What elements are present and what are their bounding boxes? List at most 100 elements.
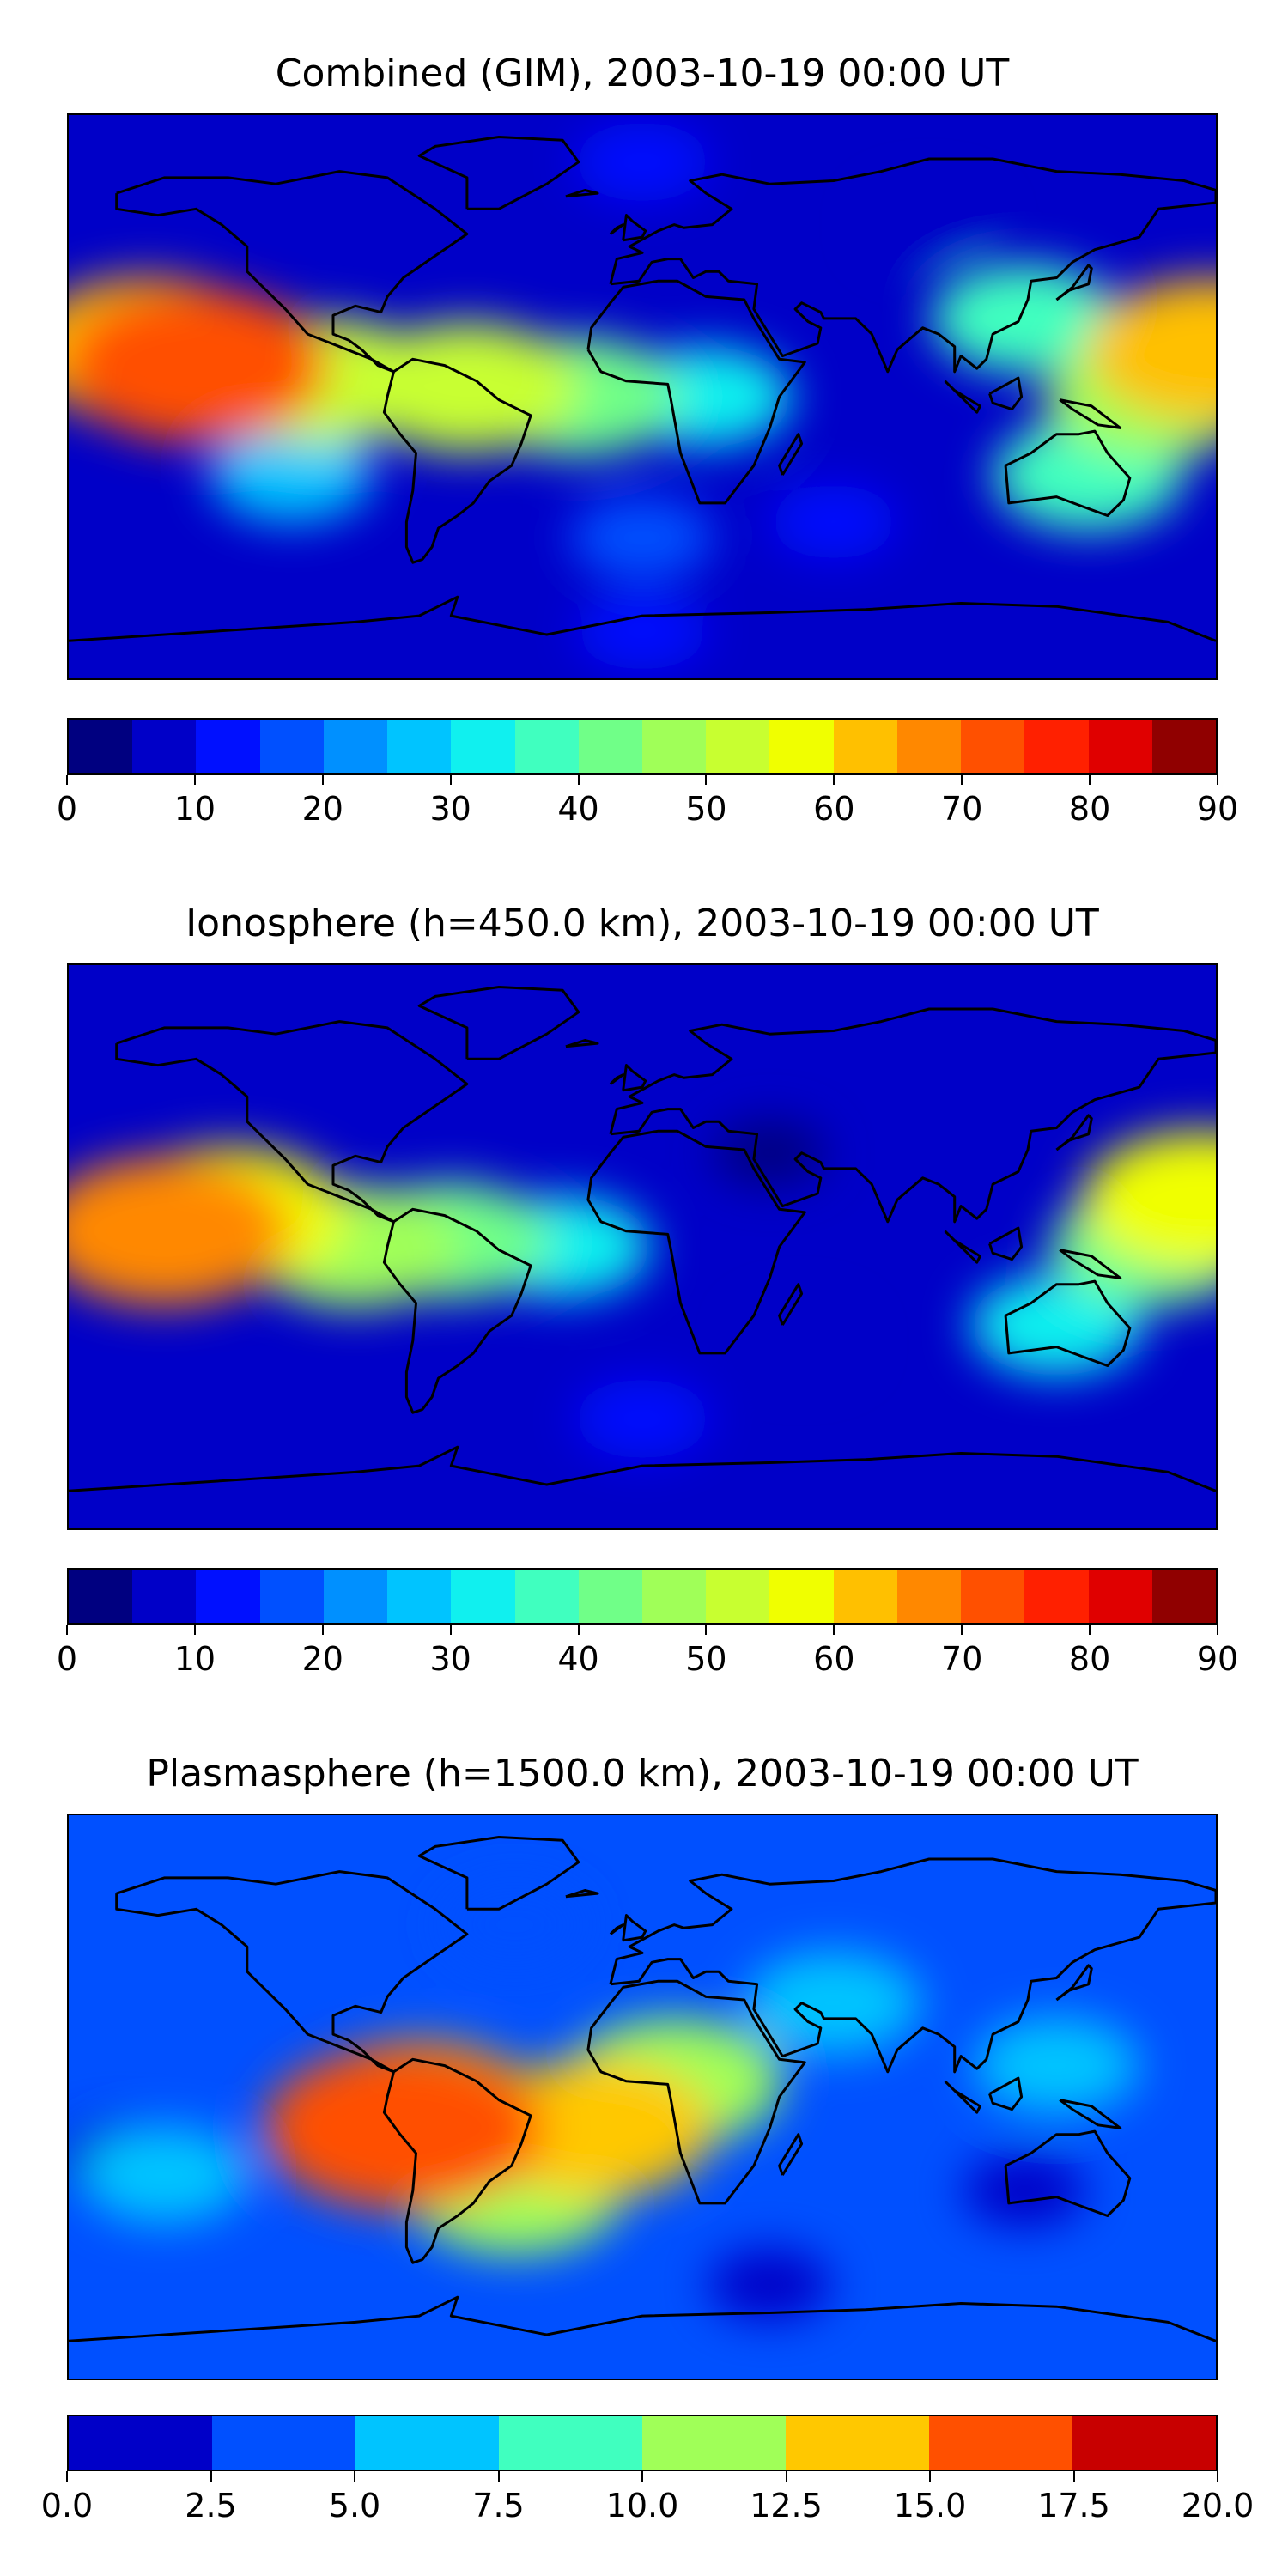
heat-blob: [1086, 278, 1216, 422]
heat-blob: [210, 427, 374, 523]
coastline: [622, 214, 647, 242]
heat-blob: [355, 322, 579, 453]
colorbar-segment: [259, 1570, 324, 1623]
coastline: [622, 1064, 647, 1092]
colorbar-tick-label: 70: [941, 1640, 983, 1678]
colorbar-tick-label: 17.5: [1037, 2487, 1110, 2524]
coastline: [988, 2076, 1024, 2111]
colorbar-tick-label: 15.0: [893, 2487, 967, 2524]
heatmap-svg: [69, 1815, 1216, 2379]
map-plot-plasmasphere: [67, 1814, 1218, 2380]
heat-blob: [932, 264, 1118, 373]
colorbar-segment: [132, 1570, 197, 1623]
coastline: [69, 595, 1216, 642]
colorbar-segment: [451, 1570, 515, 1623]
colorbar-tick-label: 5.0: [328, 2487, 381, 2524]
heat-blob: [82, 2127, 247, 2224]
colorbar-tick-label: 0: [56, 790, 78, 828]
colorbar-segment: [896, 1570, 962, 1623]
colorbar-tick-label: 80: [1068, 790, 1111, 828]
colorbar-tick-label: 10: [173, 790, 216, 828]
colorbar-segment: [355, 2416, 499, 2470]
heat-blob: [69, 1157, 292, 1306]
colorbar-tick-label: 70: [941, 790, 983, 828]
colorbar-segment: [499, 2416, 642, 2470]
colorbar-segment: [1024, 1570, 1089, 1623]
coastline: [944, 380, 981, 414]
colorbar-segment: [259, 720, 324, 773]
colorbar-segment: [196, 1570, 260, 1623]
heat-blob: [714, 1120, 826, 1186]
colorbar-tick-label: 7.5: [472, 2487, 525, 2524]
colorbar-segment: [961, 1570, 1025, 1623]
chart-title: Ionosphere (h=450.0 km), 2003-10-19 00:0…: [185, 902, 1099, 945]
coastline: [778, 1283, 804, 1326]
coastline: [417, 1836, 580, 1911]
colorbar-segment: [132, 720, 197, 773]
coastline: [988, 1226, 1024, 1261]
coastline: [586, 1979, 806, 2205]
heat-blob: [743, 1306, 860, 1375]
coastline: [944, 1230, 981, 1264]
coastline: [565, 189, 599, 198]
colorbar-segment: [706, 720, 770, 773]
coastline: [609, 157, 1216, 374]
colorbar-tick-label: 40: [557, 790, 599, 828]
colorbar-segment: [706, 1570, 770, 1623]
colorbar-segment: [641, 1570, 707, 1623]
colorbar-segment: [833, 1570, 897, 1623]
coastline: [778, 2133, 804, 2176]
colorbar-tick-label: 20: [301, 1640, 343, 1678]
coastline: [115, 1870, 469, 2074]
heatmap-svg: [69, 115, 1216, 678]
colorbar-tick-label: 12.5: [750, 2487, 823, 2524]
coastline: [382, 2057, 532, 2264]
colorbar-segment: [578, 1570, 642, 1623]
colorbar-tick-label: 20: [301, 790, 343, 828]
colorbar-segment: [196, 720, 260, 773]
coastline: [609, 1857, 1216, 2074]
coastlines: [69, 1836, 1216, 2342]
coastline: [69, 1445, 1216, 1492]
coastline: [1059, 1249, 1122, 1279]
heat-blob: [574, 1379, 710, 1459]
colorbar-segment: [387, 720, 452, 773]
colorbar-ticks: 0.0 2.5 5.0 7.5 10.0 12.5 15.0 17.5 20.0: [41, 2471, 1254, 2524]
colorbar-segment: [514, 720, 579, 773]
colorbar-tick-label: 90: [1196, 1640, 1239, 1678]
coastline: [1055, 1964, 1093, 2002]
coastline: [586, 279, 806, 505]
colorbar-segment: [1151, 1570, 1216, 1623]
heat-blob: [574, 122, 710, 202]
coastline: [1055, 1114, 1093, 1151]
heat-blob: [970, 1274, 1143, 1376]
coastlines: [69, 136, 1216, 642]
heat-blob: [745, 1952, 921, 2055]
coastline: [1004, 429, 1132, 517]
colorbar: [67, 1568, 1218, 1625]
coastline: [115, 1020, 469, 1224]
coastline: [69, 2295, 1216, 2342]
colorbar-ticks: 0 10 20 30 40 50 60 70 80 90: [57, 775, 1238, 828]
colorbar-tick-label: 60: [813, 1640, 855, 1678]
heat-blob: [868, 189, 990, 260]
colorbar-segment: [1151, 720, 1216, 773]
colorbar-segment: [1024, 720, 1089, 773]
colorbar-segment: [1072, 2416, 1216, 2470]
heat-blob: [974, 2017, 1139, 2114]
coastline: [382, 357, 532, 564]
map-plot-ionosphere: [67, 963, 1218, 1530]
colorbar-segment: [451, 720, 515, 773]
coastline: [1059, 2099, 1122, 2129]
colorbar-segment: [929, 2416, 1072, 2470]
colorbar: [67, 2415, 1218, 2471]
colorbar-tick-label: 2.5: [185, 2487, 237, 2524]
coastline: [586, 1129, 806, 1355]
colorbar-segment: [786, 2416, 929, 2470]
heat-blob: [570, 495, 714, 580]
coastline: [417, 136, 580, 210]
colorbar: [67, 718, 1218, 775]
coastline: [609, 223, 625, 235]
chart-title: Plasmasphere (h=1500.0 km), 2003-10-19 0…: [146, 1752, 1139, 1795]
heat-blob: [264, 2046, 543, 2209]
